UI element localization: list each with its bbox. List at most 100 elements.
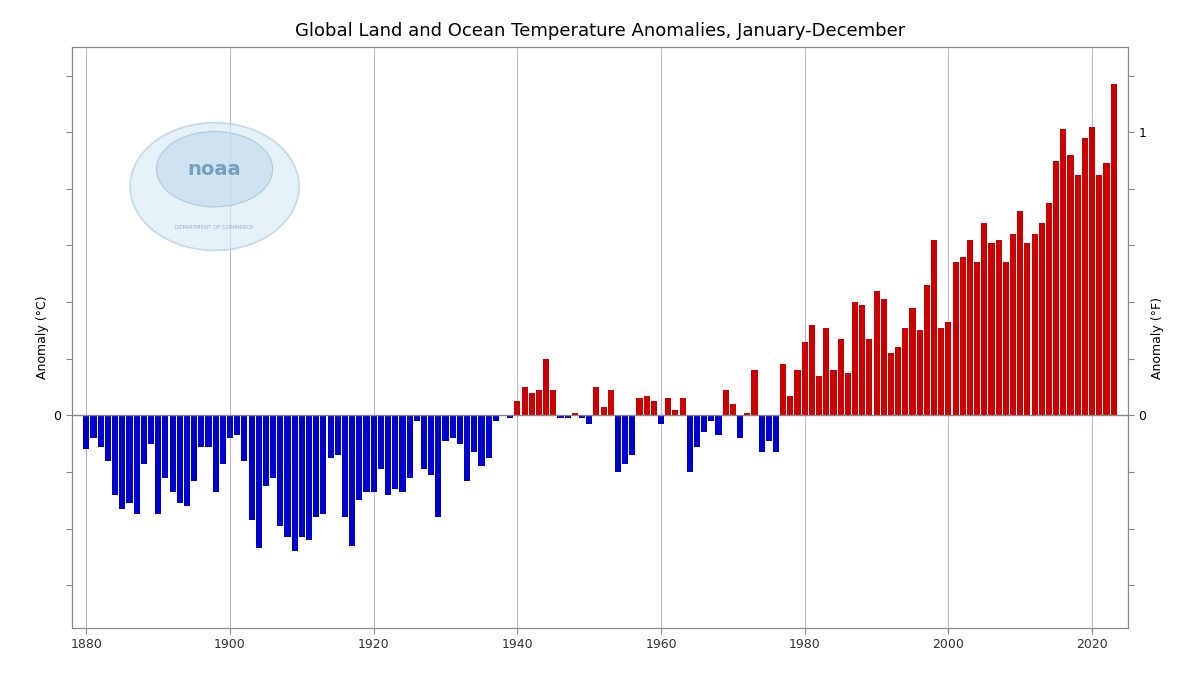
Bar — [436, 415, 442, 517]
Bar — [464, 415, 470, 481]
Bar — [565, 415, 571, 418]
Bar — [845, 373, 851, 415]
Bar — [967, 240, 973, 415]
Bar — [356, 415, 362, 500]
Bar — [622, 415, 628, 464]
Bar — [457, 415, 463, 443]
Bar — [744, 412, 750, 415]
Bar — [443, 415, 449, 441]
Bar — [97, 415, 103, 447]
Bar — [1054, 161, 1060, 415]
Bar — [320, 415, 326, 514]
Bar — [946, 322, 952, 415]
Bar — [227, 415, 233, 438]
Bar — [766, 415, 772, 441]
Bar — [270, 415, 276, 478]
Bar — [515, 401, 521, 415]
Bar — [1103, 163, 1110, 415]
Bar — [191, 415, 197, 481]
Bar — [472, 415, 478, 452]
Bar — [938, 327, 944, 415]
Bar — [212, 415, 218, 492]
Bar — [148, 415, 154, 443]
Bar — [1039, 223, 1045, 415]
Bar — [1061, 130, 1067, 415]
Bar — [773, 415, 779, 452]
Bar — [169, 415, 175, 492]
Bar — [708, 415, 714, 421]
Bar — [881, 299, 887, 415]
Bar — [859, 305, 865, 415]
Bar — [809, 325, 815, 415]
Bar — [328, 415, 334, 458]
Bar — [313, 415, 319, 517]
Bar — [508, 415, 514, 418]
Bar — [866, 339, 872, 415]
Bar — [910, 308, 916, 415]
Bar — [450, 415, 456, 438]
Bar — [586, 415, 593, 424]
Bar — [715, 415, 721, 435]
Bar — [198, 415, 204, 447]
Bar — [493, 415, 499, 421]
Bar — [1046, 203, 1052, 415]
Bar — [578, 415, 586, 418]
Bar — [220, 415, 226, 464]
Bar — [636, 398, 642, 415]
Bar — [953, 263, 959, 415]
Ellipse shape — [156, 132, 272, 207]
Bar — [292, 415, 298, 551]
Bar — [629, 415, 635, 455]
Bar — [299, 415, 305, 537]
Bar — [400, 415, 406, 492]
Bar — [335, 415, 341, 455]
Text: noaa: noaa — [187, 160, 241, 179]
Bar — [794, 370, 800, 415]
Bar — [479, 415, 485, 466]
Bar — [155, 415, 161, 514]
Bar — [643, 396, 649, 415]
Bar — [248, 415, 254, 520]
Bar — [140, 415, 146, 464]
Bar — [1010, 234, 1016, 415]
Bar — [802, 342, 808, 415]
Bar — [722, 390, 728, 415]
Bar — [112, 415, 118, 495]
Bar — [751, 370, 757, 415]
Bar — [119, 415, 125, 509]
Bar — [90, 415, 97, 438]
Bar — [414, 415, 420, 421]
Bar — [830, 370, 836, 415]
Bar — [486, 415, 492, 458]
Bar — [1110, 84, 1117, 415]
Bar — [701, 415, 707, 433]
Bar — [600, 407, 607, 415]
Title: Global Land and Ocean Temperature Anomalies, January-December: Global Land and Ocean Temperature Anomal… — [295, 22, 905, 40]
Bar — [83, 415, 90, 450]
Bar — [1082, 138, 1088, 415]
Bar — [838, 339, 844, 415]
Bar — [1090, 126, 1096, 415]
Y-axis label: Anomaly (°C): Anomaly (°C) — [36, 296, 49, 379]
Bar — [176, 415, 182, 503]
Bar — [1003, 263, 1009, 415]
Bar — [572, 412, 578, 415]
Bar — [184, 415, 190, 506]
Bar — [852, 302, 858, 415]
Bar — [104, 415, 110, 460]
Bar — [378, 415, 384, 469]
Bar — [277, 415, 283, 526]
Bar — [421, 415, 427, 469]
Bar — [371, 415, 377, 492]
Bar — [551, 390, 557, 415]
Bar — [737, 415, 743, 438]
Bar — [1018, 211, 1024, 415]
Bar — [205, 415, 211, 447]
Bar — [342, 415, 348, 517]
Bar — [658, 415, 664, 424]
Bar — [522, 387, 528, 415]
Bar — [672, 410, 678, 415]
Bar — [895, 348, 901, 415]
Bar — [544, 358, 550, 415]
Bar — [780, 364, 786, 415]
